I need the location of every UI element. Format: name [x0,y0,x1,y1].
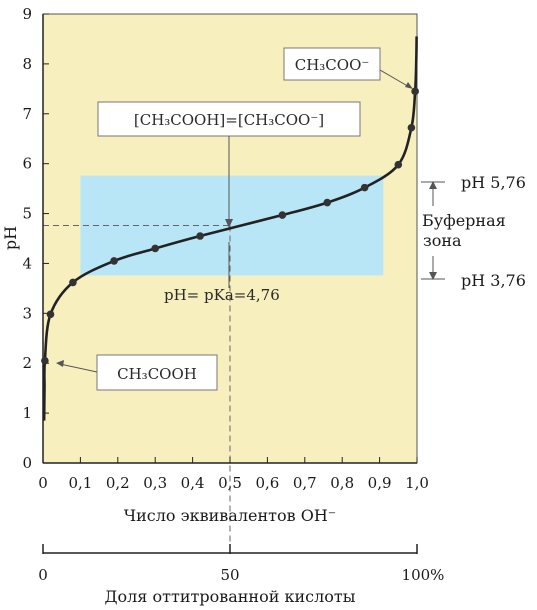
annotation-box-acetate [283,47,381,81]
data-point [46,310,55,319]
y-tick-label: 3 [22,304,32,322]
annotation-box-acetic-acid [96,354,218,391]
annotation-acetic-acid-pointer [59,363,98,373]
y-tick-label: 0 [22,454,32,472]
data-point [278,211,287,219]
x-tick-label: 0,8 [330,474,354,492]
x-tick-label: 0,5 [218,474,242,492]
x-axis-title: Число эквивалентов OH⁻ [124,506,336,525]
y-tick-label: 1 [22,404,32,422]
label-ph-high: pH 5,76 [461,173,526,192]
secondary-tick-label: 0 [38,566,48,584]
y-tick-label: 9 [22,5,32,23]
data-point [41,356,49,365]
data-point [411,87,419,96]
secondary-tick-label: 100% [402,566,445,584]
annotation-acetate-arrowhead [405,82,413,89]
y-tick-label: 2 [22,354,32,372]
buffer-zone-band [80,175,384,276]
annotation-equality-arrowhead [225,219,233,228]
data-point [110,257,118,265]
y-axis-ticks: 0 1 2 3 4 5 6 7 8 9 [22,5,49,472]
label-buffer-zone-2: зона [423,231,462,250]
label-buffer-zone-1: Буферная [422,211,506,230]
secondary-tick-label: 50 [220,566,239,584]
x-axis-ticks: 0 0,1 0,2 0,3 0,4 0,5 0,6 0,7 0,8 0,9 1,0 [38,457,429,492]
y-tick-label: 7 [22,105,32,123]
x-tick-label: 0,2 [106,474,130,492]
data-point [360,183,369,192]
x-tick-label: 0,3 [143,474,167,492]
annotation-acetic-acid: CH₃COOH [117,365,197,383]
y-tick-label: 8 [22,55,32,73]
annotation-acetate-pointer [379,69,412,89]
data-point [323,198,332,207]
x-tick-label: 1,0 [405,474,429,492]
data-point [407,123,416,132]
label-ph-low: pH 3,76 [461,271,526,290]
x-tick-label: 0,9 [368,474,392,492]
secondary-axis-title: Доля оттитрованной кислоты [105,587,356,606]
x-tick-label: 0,4 [181,474,205,492]
x-tick-label: 0 [38,474,48,492]
annotation-pka: pH= pKa=4,76 [164,286,280,304]
annotation-acetic-acid-arrowhead [56,360,64,367]
data-point [196,232,204,240]
data-point [394,160,403,169]
buffer-bracket [421,181,445,280]
data-point [151,244,159,253]
y-tick-label: 5 [22,205,32,223]
data-points [41,87,419,365]
y-tick-label: 6 [22,155,32,173]
titration-curve [42,36,418,421]
secondary-axis: 0 50 100% [38,544,444,584]
x-tick-label: 0,6 [255,474,279,492]
x-tick-label: 0,7 [293,474,317,492]
data-point [69,278,77,287]
x-tick-label: 0,1 [68,474,92,492]
y-tick-label: 4 [22,254,32,272]
annotation-acetate: CH₃COO⁻ [295,56,370,74]
y-axis-title: pH [1,226,20,250]
annotation-equality: [CH₃COOH]=[CH₃COO⁻] [134,111,324,129]
